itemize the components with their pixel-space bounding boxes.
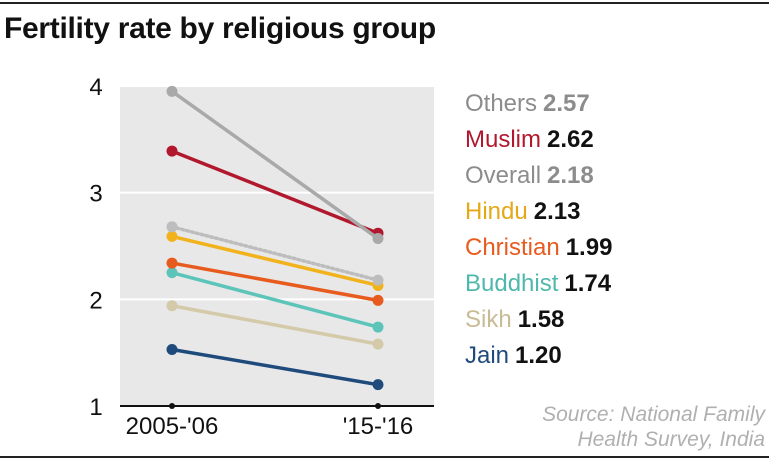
source-line-1: Source: National Family [542, 403, 765, 426]
series-line-buddhist [170, 270, 380, 329]
legend-item-others: Others 2.57 [465, 86, 612, 122]
legend-label: Muslim [465, 126, 541, 153]
y-tick-label: 4 [89, 74, 102, 101]
legend-item-christian: Christian 1.99 [465, 230, 612, 266]
legend-label: Sikh [465, 306, 512, 333]
point-buddhist-start [166, 267, 178, 279]
bottom-rule [0, 456, 769, 458]
y-tick-label: 1 [89, 394, 102, 421]
series-line-others [170, 89, 380, 241]
y-axis-ticks: 1 2 3 4 [89, 74, 102, 421]
legend-value: 2.57 [543, 90, 590, 117]
source-note: Source: National Family Health Survey, I… [465, 402, 765, 452]
x-tick-label: '15-'16 [343, 413, 414, 440]
series-line-christian [170, 261, 380, 303]
chart-title: Fertility rate by religious group [4, 12, 436, 45]
plot-background [120, 86, 434, 406]
series-group [166, 85, 384, 391]
point-others-start [166, 85, 178, 97]
legend-item-sikh: Sikh 1.58 [465, 302, 612, 338]
series-line-overall [170, 225, 380, 282]
y-tick-label: 2 [89, 287, 102, 314]
point-sikh-start [166, 300, 178, 312]
y-tick-label: 3 [89, 181, 102, 208]
x-tick-label: 2005-'06 [126, 413, 219, 440]
source-line-2: Health Survey, India [577, 428, 765, 451]
point-hindu-start [166, 230, 178, 242]
legend-value: 2.13 [533, 198, 581, 225]
point-jain-start [166, 343, 178, 355]
legend-label: Others [465, 90, 538, 117]
point-others-end [372, 233, 384, 245]
x-axis: 2005-'06 '15-'16 [120, 403, 434, 440]
series-line-muslim [170, 149, 380, 235]
legend-label: Jain [465, 342, 510, 369]
legend-label: Overall [465, 162, 542, 189]
series-line-hindu [170, 234, 380, 288]
legend: Others 2.57 Muslim 2.62 Overall 2.18 Hindu 2.13… [465, 86, 612, 374]
legend-value: 1.99 [565, 234, 613, 261]
point-christian-start [166, 257, 178, 269]
x-tick-mark [169, 403, 175, 409]
legend-item-buddhist: Buddhist 1.74 [465, 266, 612, 302]
point-muslim-start [166, 145, 178, 157]
series-jain [166, 343, 384, 391]
legend-value: 2.18 [547, 162, 594, 189]
legend-label: Hindu [465, 198, 528, 225]
point-sikh-end [372, 338, 384, 350]
legend-value: 1.58 [517, 306, 565, 333]
point-buddhist-end [372, 321, 384, 333]
legend-item-jain: Jain 1.20 [465, 338, 612, 374]
series-line-sikh [170, 303, 380, 346]
point-overall-end [372, 274, 384, 286]
legend-value: 2.62 [547, 126, 594, 153]
top-rule [0, 2, 769, 4]
point-overall-start [166, 221, 178, 233]
series-sikh [166, 300, 384, 350]
legend-value: 1.20 [515, 342, 562, 369]
legend-label: Christian [465, 234, 560, 261]
series-hindu [166, 230, 384, 291]
series-buddhist [166, 267, 384, 333]
series-line-jain [170, 347, 380, 387]
legend-value: 1.74 [564, 270, 612, 297]
legend-item-overall: Overall 2.18 [465, 158, 612, 194]
legend-item-muslim: Muslim 2.62 [465, 122, 612, 158]
point-christian-end [372, 294, 384, 306]
point-jain-end [372, 379, 384, 391]
legend-item-hindu: Hindu 2.13 [465, 194, 612, 230]
series-others [166, 85, 384, 245]
series-christian [166, 257, 384, 306]
x-tick-mark [375, 403, 381, 409]
legend-label: Buddhist [465, 270, 559, 297]
series-overall [166, 221, 384, 286]
